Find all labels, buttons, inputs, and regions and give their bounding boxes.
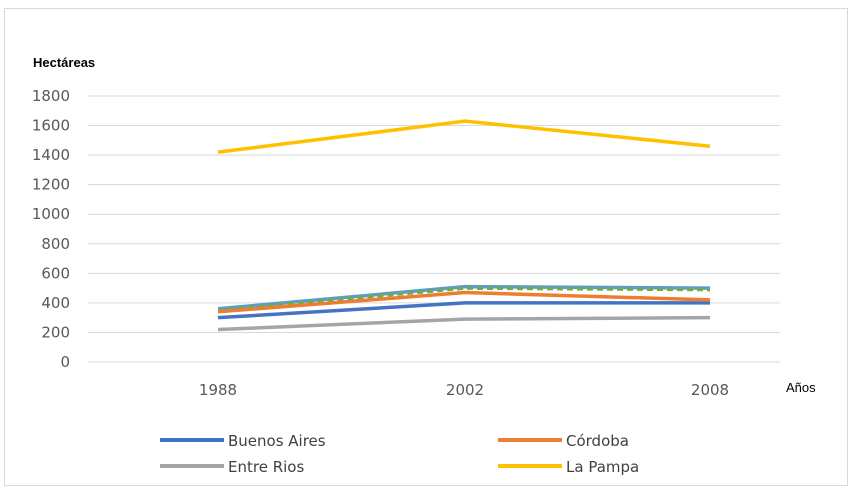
- series-line-entre-rios: [217, 315, 711, 332]
- chart-frame: [4, 8, 848, 486]
- series-line-buenos-aires: [217, 301, 710, 320]
- x-tick-label: 1988: [199, 381, 237, 399]
- y-axis-ticks: 0 200 400 600 800 1000 1200 1400 1600 1800: [32, 87, 70, 371]
- legend-label-la-pampa: La Pampa: [566, 458, 639, 476]
- x-tick-label: 2002: [446, 381, 484, 399]
- y-tick-label: 1600: [32, 117, 70, 135]
- y-tick-label: 1200: [32, 176, 70, 194]
- y-tick-label: 600: [41, 264, 70, 282]
- legend-label-buenos-aires: Buenos Aires: [228, 432, 326, 450]
- x-axis-label: Años: [786, 380, 816, 395]
- extra-series-line-1: [217, 286, 711, 313]
- legend-label-cordoba: Córdoba: [566, 432, 629, 450]
- y-tick-label: 1400: [32, 146, 70, 164]
- series-lines: [217, 119, 711, 332]
- y-axis-label: Hectáreas: [33, 55, 95, 70]
- y-tick-label: 1000: [32, 205, 70, 223]
- y-tick-label: 0: [60, 353, 70, 371]
- y-tick-label: 400: [41, 294, 70, 312]
- y-tick-label: 200: [41, 323, 70, 341]
- series-line-córdoba: [217, 290, 711, 314]
- series-line-la-pampa: [217, 119, 711, 154]
- legend-label-entre-rios: Entre Rios: [228, 458, 304, 476]
- x-axis-ticks: 1988 2002 2008: [199, 381, 729, 399]
- legend: Buenos Aires Córdoba Entre Rios La Pampa: [160, 432, 639, 476]
- x-tick-label: 2008: [691, 381, 729, 399]
- y-tick-label: 800: [41, 235, 70, 253]
- y-tick-label: 1800: [32, 87, 70, 105]
